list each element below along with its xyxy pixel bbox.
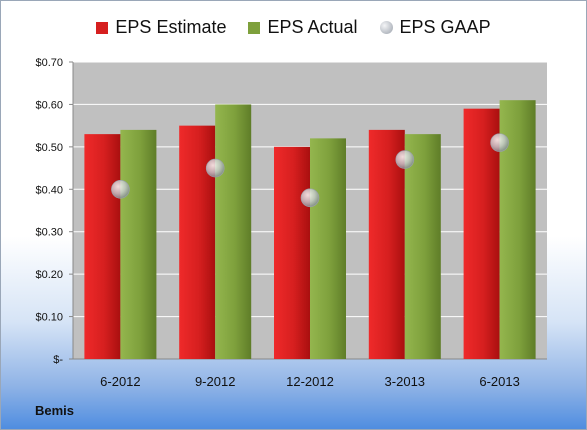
legend-swatch-eps-actual [248,21,261,34]
y-tick-label: $0.40 [35,184,63,196]
x-tick-label: 6-2012 [100,374,140,389]
legend-label-eps-estimate: EPS Estimate [115,17,227,37]
y-tick-label: $0.10 [35,312,63,324]
y-tick-label: $0.20 [35,269,63,281]
x-tick-label: 12-2012 [286,374,334,389]
bar-eps-actual [215,104,252,359]
legend-item-eps-gaap: EPS GAAP [379,17,491,38]
y-tick-label: $0.50 [35,142,63,154]
bar-eps-estimate [274,146,310,359]
bar-eps-estimate [368,129,405,359]
bar-eps-actual [310,138,346,359]
bar-eps-actual [404,134,441,359]
marker-eps-gaap [300,188,320,208]
bar-eps-estimate [84,134,121,359]
marker-eps-gaap [490,133,509,152]
company-label: Bemis [35,403,75,418]
bar-eps-estimate [463,108,500,360]
x-tick-label: 3-2013 [385,374,425,389]
y-tick-label: $- [53,354,63,366]
y-tick-label: $0.70 [35,57,63,69]
legend-label-eps-actual: EPS Actual [267,17,358,37]
legend-swatch-eps-estimate [96,21,109,34]
legend-label-eps-gaap: EPS GAAP [399,17,491,37]
y-tick-label: $0.30 [35,227,63,239]
legend-item-eps-estimate: EPS Estimate [96,17,226,38]
x-tick-label: 6-2013 [479,374,519,389]
marker-eps-gaap [111,179,130,199]
y-tick-label: $0.60 [35,99,63,111]
marker-eps-gaap [205,158,225,178]
chart-legend: EPS Estimate EPS Actual EPS GAAP [1,17,586,38]
legend-swatch-eps-gaap [379,21,393,34]
bar-eps-actual [120,129,157,359]
x-tick-label: 9-2012 [195,374,235,389]
legend-item-eps-actual: EPS Actual [248,17,358,38]
marker-eps-gaap [395,150,415,169]
